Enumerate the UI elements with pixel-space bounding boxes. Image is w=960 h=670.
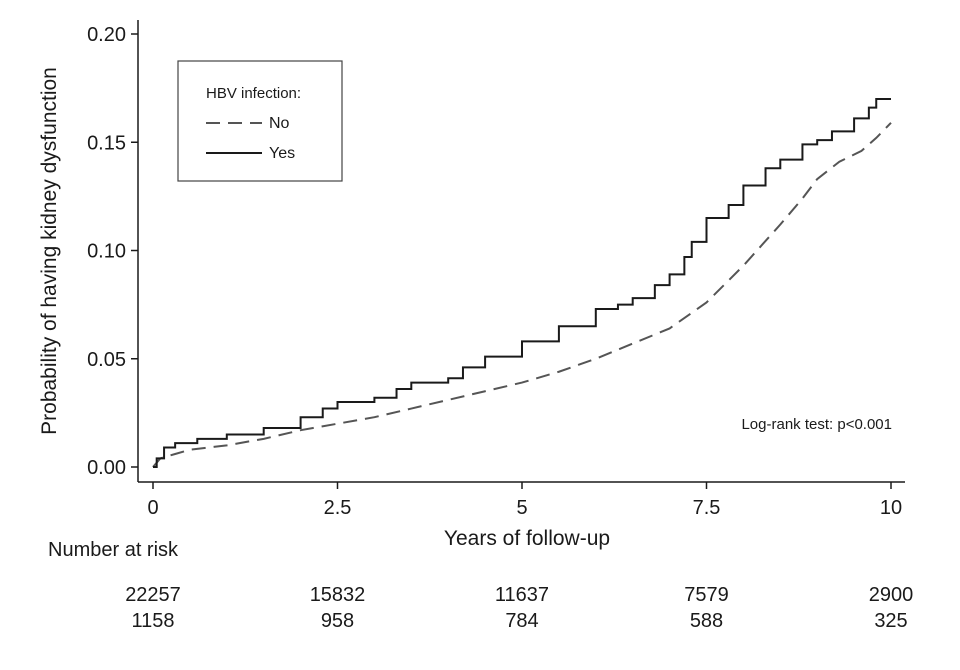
risk-value-yes: 784: [505, 610, 538, 632]
series-line-no: [152, 122, 892, 468]
x-tick-label: 0: [147, 497, 158, 519]
risk-table: 22257 15832 11637 7579 2900 1158 958 784 588 325: [125, 584, 913, 632]
y-tick-label: 0.05: [87, 349, 126, 371]
risk-value-no: 2900: [869, 584, 914, 606]
risk-value-no: 15832: [310, 584, 366, 606]
series-line-yes: [153, 97, 891, 468]
y-axis-title: Probability of having kidney dysfunction: [38, 67, 61, 435]
risk-value-no: 11637: [495, 584, 549, 606]
x-tick-label: 2.5: [324, 497, 352, 519]
legend-box: [177, 60, 343, 182]
x-tick-label: 10: [880, 497, 902, 519]
risk-table-title: Number at risk: [48, 539, 179, 561]
risk-value-yes: 958: [321, 610, 354, 632]
x-tick-label: 5: [516, 497, 527, 519]
risk-value-yes: 1158: [131, 610, 174, 632]
legend-label-yes: Yes: [269, 145, 295, 162]
risk-value-no: 22257: [125, 584, 181, 606]
risk-value-yes: 588: [690, 610, 723, 632]
legend: HBV infection: No Yes: [177, 60, 343, 182]
risk-value-yes: 325: [874, 610, 907, 632]
legend-title: HBV infection:: [206, 85, 301, 102]
y-tick-label: 0.15: [87, 132, 126, 154]
legend-label-no: No: [269, 115, 290, 132]
x-axis-ticks: 0 2.5 5 7.5 10: [147, 482, 902, 519]
y-tick-label: 0.20: [87, 24, 126, 46]
series-lines: [152, 97, 892, 468]
y-axis-ticks: 0.00 0.05 0.10 0.15 0.20: [87, 24, 138, 479]
y-tick-label: 0.10: [87, 241, 126, 263]
x-tick-label: 7.5: [693, 497, 721, 519]
x-axis-title: Years of follow-up: [444, 527, 610, 550]
logrank-annotation: Log-rank test: p<0.001: [741, 416, 892, 433]
risk-value-no: 7579: [684, 584, 729, 606]
y-tick-label: 0.00: [87, 457, 126, 479]
